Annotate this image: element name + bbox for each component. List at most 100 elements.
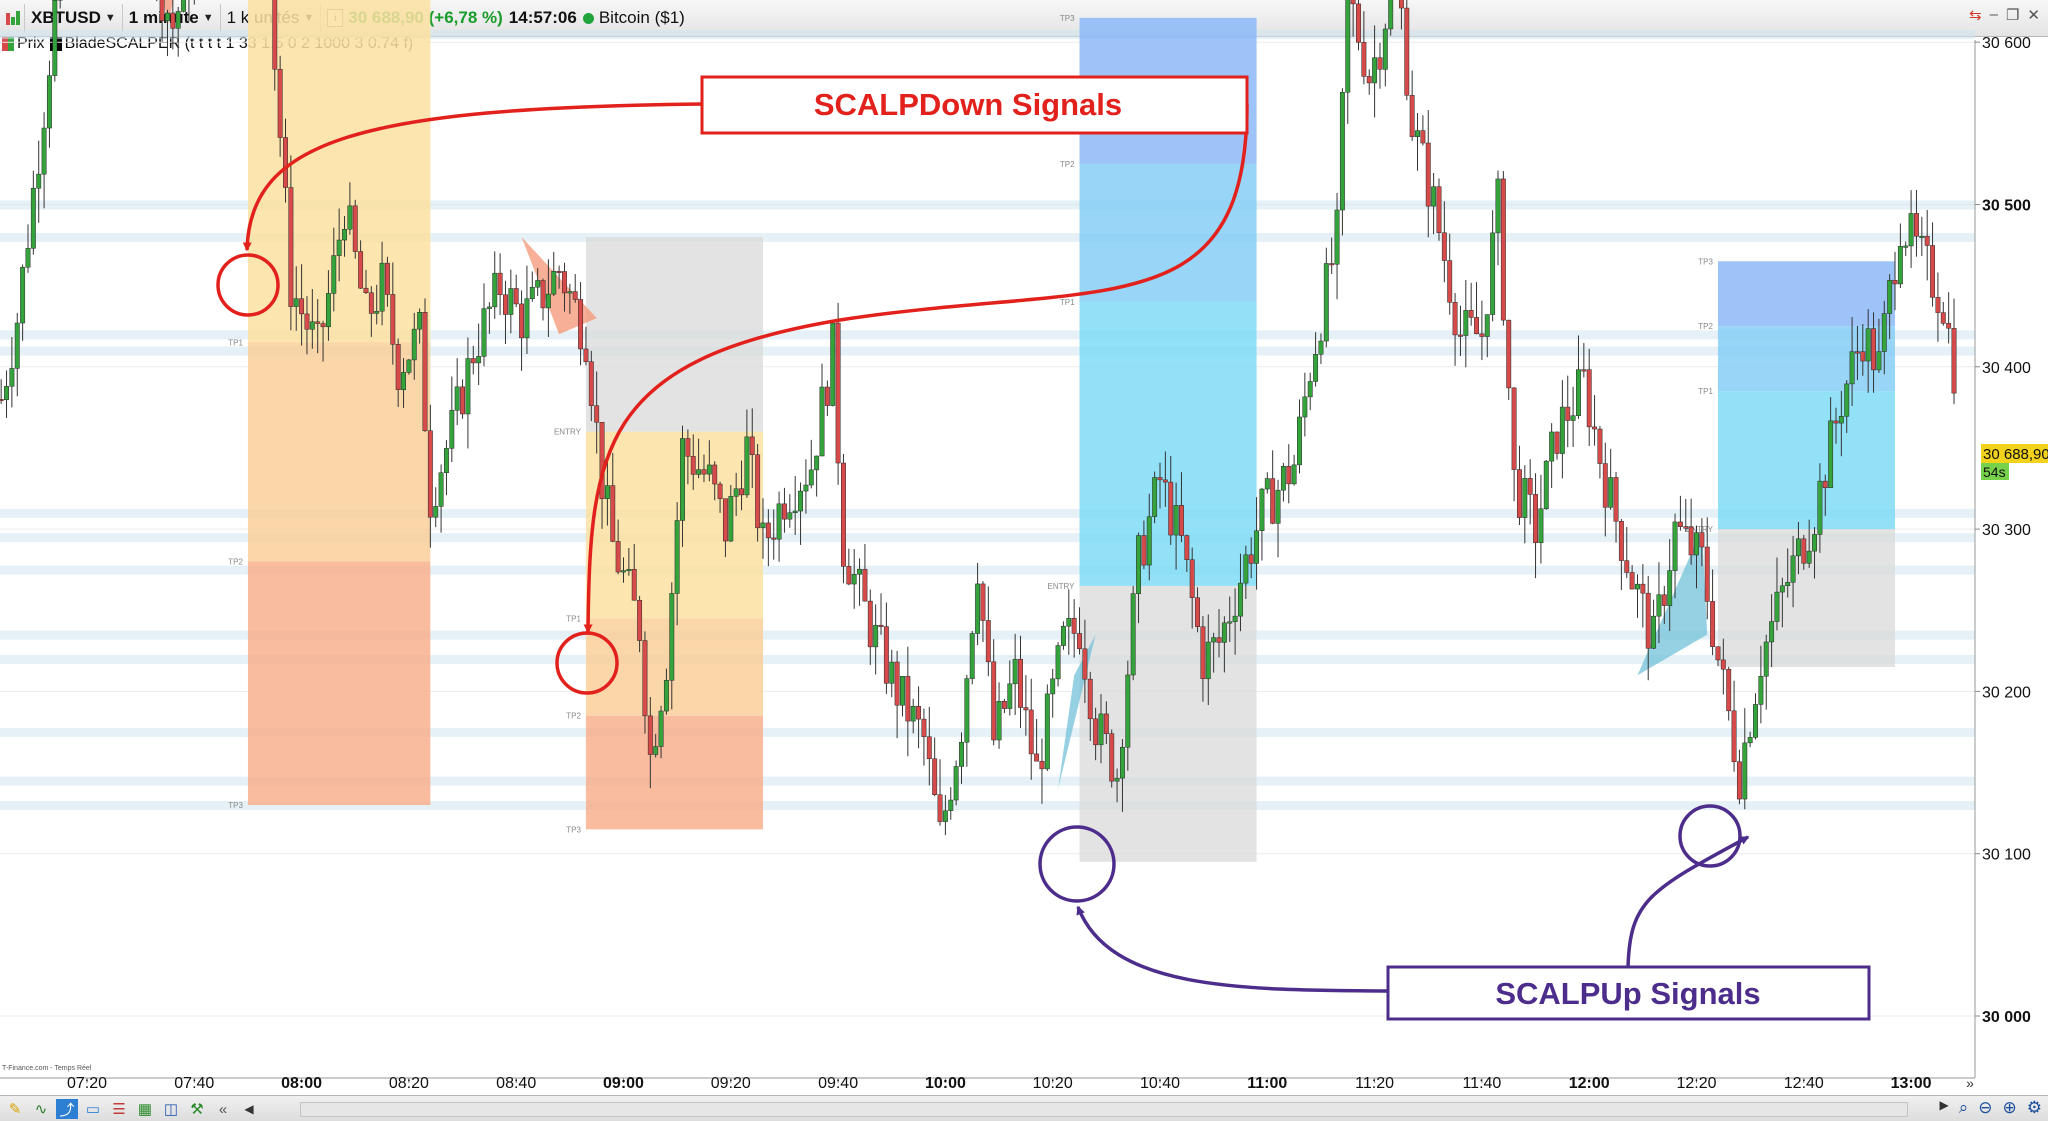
x-tick-label: 12:00 — [1569, 1075, 1610, 1092]
tools-icon[interactable]: ⚒ — [190, 1101, 204, 1118]
candle-body — [846, 566, 852, 585]
share-icon[interactable]: ⤴ — [56, 1099, 78, 1119]
indicator-icon[interactable]: ∿ — [34, 1101, 48, 1118]
price-chart[interactable]: ENTRY TP1 TP2 TP3 ENTRY TP1 TP2 TP3 ENTRY TP1 TP2 T… — [0, 0, 2048, 1095]
candle-body — [728, 496, 734, 542]
y-tick-label: 30 200 — [1982, 684, 2031, 701]
candle-body — [776, 503, 782, 540]
candle-body — [1704, 546, 1710, 602]
candle-body — [1538, 508, 1544, 544]
level-label: TP2 — [1060, 160, 1075, 169]
candle-body — [889, 661, 895, 684]
level-label: ENTRY — [554, 428, 582, 437]
candle-body — [1892, 280, 1898, 285]
candle-body — [4, 386, 9, 401]
candle-body — [1184, 535, 1190, 560]
zoom-search-icon[interactable]: ⌕ — [1958, 1098, 1969, 1117]
down-arrow-1 — [242, 102, 703, 252]
candle-body — [1318, 340, 1324, 355]
sr-band — [0, 200, 1975, 210]
candle-body — [1248, 554, 1254, 564]
down-signal-circle — [555, 631, 619, 695]
candle-body — [712, 464, 718, 485]
candle-body — [626, 569, 632, 572]
level-label: TP3 — [566, 825, 581, 834]
candle-body — [1817, 480, 1823, 535]
tp3-zone — [585, 715, 763, 830]
candle-body — [336, 239, 342, 256]
candle-body — [1849, 351, 1855, 385]
candle-body — [175, 11, 181, 29]
comment-icon[interactable]: ▭ — [85, 1101, 101, 1118]
candle-body — [384, 262, 390, 295]
candle-body — [749, 436, 755, 455]
candle-body — [964, 678, 970, 743]
candle-body — [674, 520, 680, 594]
window-icon[interactable]: ◫ — [163, 1101, 179, 1118]
candle-body — [1527, 478, 1533, 495]
scroll-right-icon[interactable]: ▶ — [1939, 1098, 1949, 1112]
candle-body — [1887, 280, 1893, 314]
level-label: TP1 — [228, 338, 243, 347]
candle-body — [1736, 761, 1742, 800]
close-icon[interactable]: ✕ — [2027, 7, 2040, 24]
candle-body — [1490, 232, 1496, 315]
restore-icon[interactable]: ❐ — [2005, 7, 2020, 24]
symbol-selector[interactable]: XBTUSD ▼ — [25, 4, 123, 32]
last-price-value: 30 688,90 — [1983, 446, 2048, 463]
x-tick-label: 10:20 — [1033, 1075, 1073, 1092]
level-label: TP2 — [1698, 322, 1713, 331]
candle-body — [551, 270, 557, 295]
sr-band — [0, 330, 1975, 340]
candle-body — [1119, 746, 1125, 779]
chevron-down-icon: ▼ — [202, 12, 214, 24]
candle-body — [830, 322, 836, 406]
legend-price[interactable]: Prix — [17, 35, 45, 52]
scroll-left-icon[interactable]: ◀ — [244, 1102, 254, 1116]
level-label: TP2 — [228, 558, 243, 567]
candle-body — [1431, 186, 1437, 207]
candle-body — [996, 700, 1002, 741]
zoom-in-icon[interactable]: ⊕ — [2002, 1098, 2017, 1117]
candle-body — [739, 488, 744, 496]
candle-body — [610, 485, 616, 542]
candle-body — [621, 570, 626, 573]
sync-icon[interactable]: ⇆ — [1969, 7, 1982, 24]
chart-type-selector[interactable] — [0, 4, 25, 32]
candle-body — [1339, 92, 1345, 211]
up-signal-circle — [1678, 804, 1742, 868]
candle-body — [1200, 626, 1206, 680]
candle-body — [1457, 334, 1463, 337]
candle-body — [1050, 678, 1056, 695]
market-status-dot — [582, 12, 594, 24]
candle-body — [1415, 130, 1420, 137]
minimize-icon[interactable]: – — [1989, 6, 1998, 23]
down-label-box — [700, 75, 1249, 135]
candle-body — [1039, 760, 1045, 770]
rewind-icon[interactable]: « — [218, 1100, 228, 1118]
candle-body — [824, 386, 830, 406]
candle-body — [1876, 351, 1882, 371]
list-icon[interactable]: ☰ — [112, 1101, 126, 1118]
table-icon[interactable]: ▦ — [137, 1101, 153, 1118]
pencil-icon[interactable]: ✎ — [8, 1101, 22, 1118]
candle-body — [1173, 505, 1179, 536]
candle-body — [1302, 396, 1308, 418]
candle-body — [1463, 310, 1469, 336]
candle-body — [1715, 646, 1721, 661]
candle-body — [1554, 431, 1560, 454]
candle-body — [1645, 592, 1651, 649]
candle-body — [1420, 130, 1426, 144]
candle-body — [1103, 713, 1109, 734]
candle-body — [465, 358, 471, 415]
last-price-tag: 30 688,90 54s — [1981, 444, 2048, 480]
settings-icon[interactable]: ⚙ — [2026, 1098, 2042, 1117]
candle-body — [1060, 625, 1066, 646]
candle-body — [1382, 28, 1388, 70]
candle-body — [20, 266, 26, 324]
horizontal-scrollbar[interactable] — [300, 1102, 1908, 1117]
candle-body — [25, 248, 31, 268]
candle-body — [460, 386, 466, 415]
zoom-out-icon[interactable]: ⊖ — [1978, 1098, 1993, 1117]
level-label: TP3 — [228, 801, 243, 810]
